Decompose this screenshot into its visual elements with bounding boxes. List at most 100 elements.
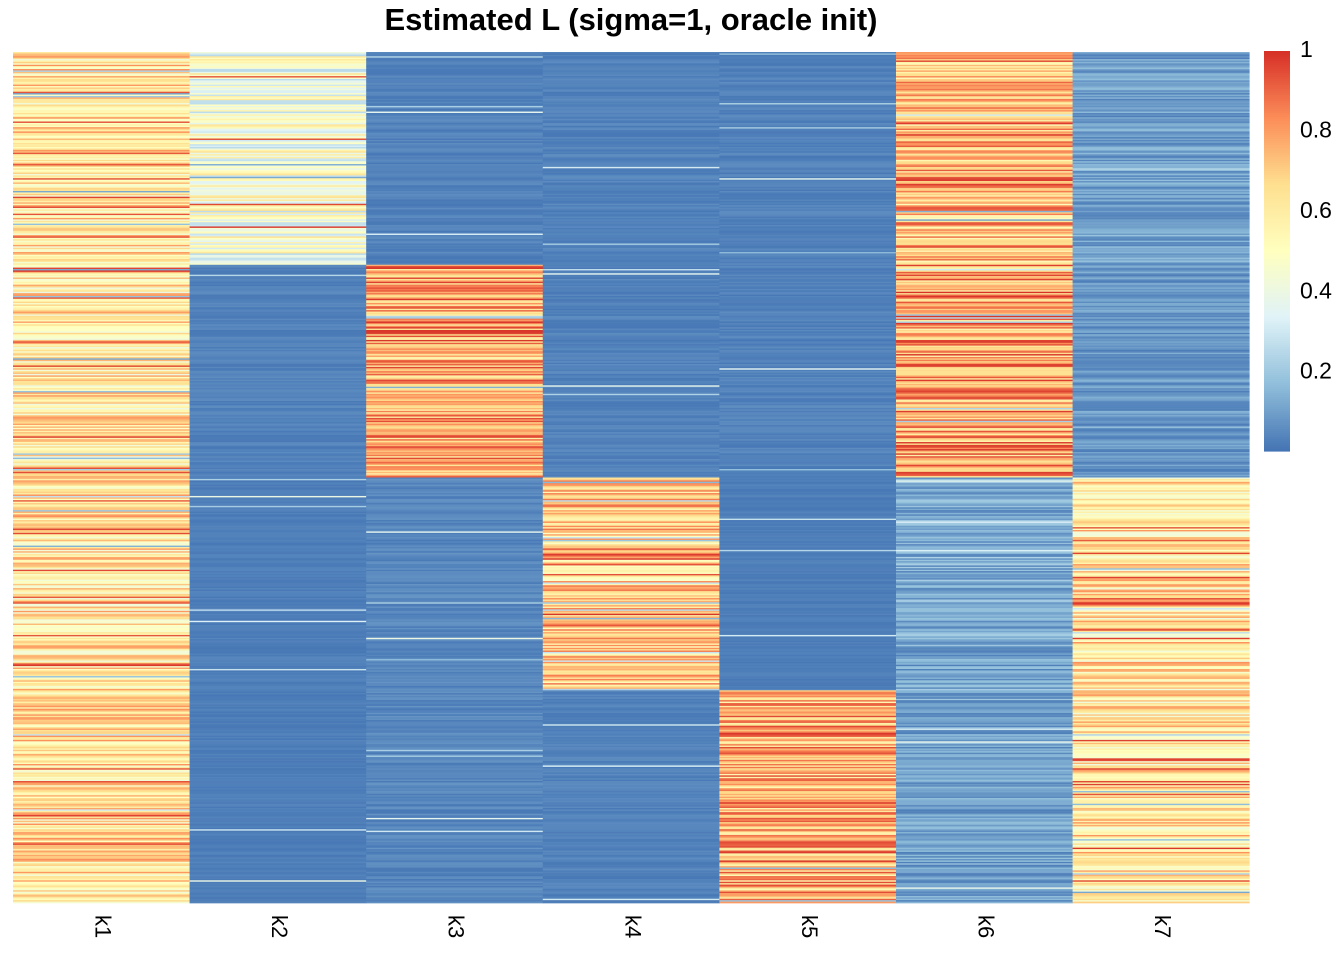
heatmap-cell (542, 718, 720, 721)
heatmap-cell (13, 195, 190, 198)
heatmap-cell (542, 222, 720, 224)
heatmap-cell (13, 528, 190, 531)
heatmap-cell (1072, 339, 1250, 342)
heatmap-cell (13, 67, 190, 70)
heatmap-cell (366, 155, 544, 158)
heatmap-cell (189, 461, 367, 464)
heatmap-cell (719, 135, 897, 138)
heatmap-cell (896, 226, 1073, 229)
heatmap-cell (13, 151, 190, 154)
heatmap-cell (719, 379, 897, 382)
heatmap-cell (366, 568, 544, 571)
heatmap-cell (542, 430, 720, 433)
heatmap-cell (542, 769, 720, 772)
heatmap-cell (13, 559, 190, 562)
heatmap-cell (719, 717, 897, 719)
heatmap-cell (189, 528, 367, 531)
heatmap-cell (366, 677, 544, 680)
heatmap-cell (366, 339, 544, 342)
heatmap-cell (719, 721, 897, 724)
heatmap-cell (719, 295, 897, 298)
heatmap-cell (189, 381, 367, 383)
heatmap-cell (13, 857, 190, 860)
heatmap-cell (189, 71, 367, 74)
heatmap-cell (13, 775, 190, 778)
heatmap-cell (13, 525, 190, 528)
heatmap-cell (542, 122, 720, 125)
heatmap-cell (542, 249, 720, 251)
heatmap-cell (13, 888, 190, 891)
heatmap-cell (13, 144, 190, 146)
heatmap-cell (1072, 449, 1250, 451)
heatmap-cell (189, 209, 367, 212)
heatmap-cell (896, 127, 1073, 129)
heatmap-cell (1072, 162, 1250, 165)
heatmap-cell (719, 790, 897, 793)
heatmap-cell (1072, 202, 1250, 205)
heatmap-cell (1072, 548, 1250, 551)
heatmap-cell (366, 144, 544, 146)
heatmap-cell (542, 147, 720, 149)
heatmap-cell (542, 108, 720, 111)
heatmap-cell (1072, 287, 1250, 290)
heatmap-cell (719, 900, 897, 902)
heatmap-cell (719, 303, 897, 305)
heatmap-cell (189, 573, 367, 576)
heatmap-cell (719, 331, 897, 334)
heatmap-cell (542, 888, 720, 891)
heatmap-cell (719, 291, 897, 294)
heatmap-cell (13, 783, 190, 786)
heatmap-cell (719, 476, 897, 478)
heatmap-cell (1072, 720, 1250, 722)
heatmap-cell (896, 859, 1073, 861)
heatmap-cell (1072, 514, 1250, 517)
heatmap-cell (542, 508, 720, 511)
heatmap-cell (1072, 375, 1250, 378)
heatmap-cell (366, 863, 544, 866)
heatmap-cell (542, 341, 720, 344)
heatmap-cell (719, 84, 897, 87)
heatmap-cell (1072, 565, 1250, 568)
heatmap-cell (896, 629, 1073, 632)
heatmap-cell (13, 107, 190, 110)
heatmap-cell (896, 622, 1073, 624)
heatmap-cell (366, 878, 544, 881)
heatmap-cell (542, 819, 720, 822)
heatmap-cell (189, 301, 367, 304)
heatmap-cell (542, 168, 720, 171)
heatmap-cell (189, 283, 367, 285)
heatmap-cell (542, 883, 720, 885)
heatmap-cell (896, 724, 1073, 727)
heatmap-cell (189, 650, 367, 653)
heatmap-cell (366, 64, 544, 67)
heatmap-cell (896, 607, 1073, 610)
heatmap-cell (542, 471, 720, 474)
heatmap-cell (719, 644, 897, 647)
heatmap-cell (542, 185, 720, 188)
heatmap-cell (719, 251, 897, 254)
heatmap-cell (719, 233, 897, 236)
heatmap-cell (189, 572, 367, 575)
heatmap-cell (13, 820, 190, 823)
heatmap-cell (719, 660, 897, 663)
heatmap-cell (896, 654, 1073, 657)
heatmap-cell (1072, 859, 1250, 861)
heatmap-cell (189, 849, 367, 851)
heatmap-cell (1072, 274, 1250, 277)
heatmap-cell (1072, 677, 1250, 680)
heatmap-cell (366, 261, 544, 264)
colorbar-swatch (1264, 137, 1290, 140)
heatmap-cell (896, 449, 1073, 451)
heatmap-cell (719, 91, 897, 94)
heatmap-cell (189, 144, 367, 146)
heatmap-cell (1072, 311, 1250, 314)
heatmap-cell (719, 572, 897, 575)
heatmap-cell (366, 192, 544, 195)
colorbar-swatch (1264, 151, 1290, 154)
heatmap-cell (366, 773, 544, 776)
heatmap-cell (366, 426, 544, 429)
heatmap-cell (896, 321, 1073, 324)
heatmap-cell (719, 308, 897, 311)
heatmap-cell (542, 583, 720, 586)
